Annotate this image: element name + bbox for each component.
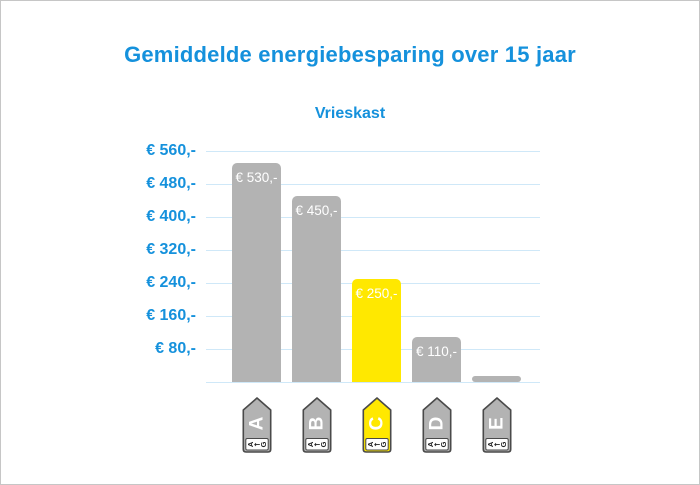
gridline (206, 150, 540, 152)
bar-A: € 530,- (232, 163, 281, 382)
bar-B: € 450,- (292, 196, 341, 382)
energy-label-icon-C: C A ← G (362, 397, 392, 453)
y-axis-tick-label: € 240,- (146, 274, 196, 291)
gridline (206, 381, 540, 383)
y-axis-tick-label: € 560,- (146, 142, 196, 159)
bar-D: € 110,- (412, 336, 461, 382)
y-axis-tick-label: € 480,- (146, 175, 196, 192)
svg-text:←: ← (253, 440, 259, 449)
svg-text:C: C (366, 416, 387, 430)
y-axis-tick-label: € 400,- (146, 208, 196, 225)
bar-value-label: € 250,- (355, 285, 398, 301)
energy-label-icon-A: A A ← G (242, 397, 272, 453)
svg-text:A: A (486, 441, 495, 447)
bar-E (472, 375, 521, 382)
svg-text:A: A (246, 441, 255, 447)
gridline (206, 249, 540, 251)
energy-tag-svg-A: AA←G (242, 397, 271, 453)
chart-title: Gemiddelde energiebesparing over 15 jaar (124, 42, 576, 67)
svg-text:G: G (378, 441, 387, 447)
chart-subtitle: Vrieskast (314, 105, 386, 122)
bar-C: € 250,- (352, 278, 401, 382)
svg-text:G: G (498, 441, 507, 447)
energy-tag-svg-C: C A←G (362, 397, 391, 453)
bar-value-label: € 110,- (415, 343, 458, 359)
svg-text:B: B (306, 417, 327, 431)
svg-text:A: A (246, 416, 267, 430)
svg-text:A: A (426, 441, 435, 447)
svg-text:A: A (366, 441, 375, 447)
gridline (206, 183, 540, 185)
svg-text:G: G (258, 441, 267, 447)
y-axis-tick-label: € 320,- (146, 241, 196, 258)
energy-tag-svg-E: E A←G (482, 397, 511, 453)
energy-tag-svg-B: B A←G (302, 397, 331, 453)
y-axis-tick-label: € 80,- (155, 340, 196, 357)
svg-text:G: G (318, 441, 327, 447)
bar-value-label: € 450,- (295, 203, 338, 219)
bar-value-label: € 530,- (235, 170, 278, 186)
svg-text:←: ← (433, 440, 439, 449)
svg-text:←: ← (493, 440, 499, 449)
energy-label-icon-B: B A ← G (302, 397, 332, 453)
gridline (206, 216, 540, 218)
plot-area: € 530,- € 450,- € 250,- € 110,- (206, 150, 540, 383)
y-axis-tick-label: € 160,- (146, 307, 196, 324)
energy-tag-svg-D: D A←G (422, 397, 451, 453)
svg-text:E: E (486, 417, 507, 430)
energy-label-icon-E: E A ← G (482, 397, 512, 453)
svg-text:G: G (438, 441, 447, 447)
energy-label-icon-D: D A ← G (422, 397, 452, 453)
svg-text:A: A (306, 441, 315, 447)
svg-text:D: D (426, 417, 447, 431)
svg-text:←: ← (373, 440, 379, 449)
svg-text:←: ← (313, 440, 319, 449)
